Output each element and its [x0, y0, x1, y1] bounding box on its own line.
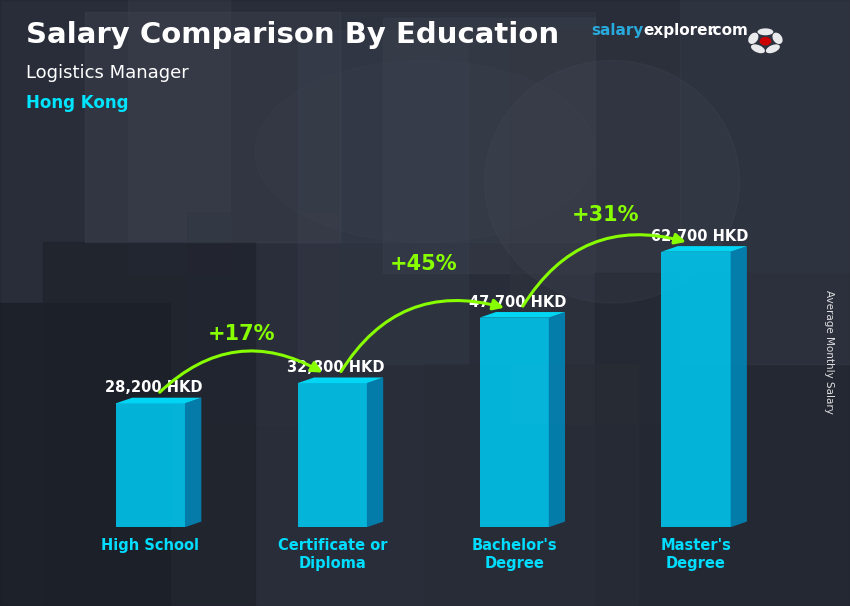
Text: Hong Kong: Hong Kong	[26, 94, 128, 112]
Bar	[42, 242, 255, 606]
Text: +31%: +31%	[571, 205, 639, 225]
Text: 47,700 HKD: 47,700 HKD	[469, 295, 566, 310]
Polygon shape	[730, 246, 747, 527]
Text: Average Monthly Salary: Average Monthly Salary	[824, 290, 834, 413]
Text: +45%: +45%	[389, 253, 457, 274]
Text: 62,700 HKD: 62,700 HKD	[651, 229, 748, 244]
Bar	[187, 212, 340, 424]
Polygon shape	[116, 404, 185, 527]
Text: Logistics Manager: Logistics Manager	[26, 64, 188, 82]
Ellipse shape	[766, 44, 780, 53]
Text: +17%: +17%	[207, 324, 275, 344]
Bar	[340, 12, 595, 242]
Polygon shape	[298, 378, 383, 383]
Text: .com: .com	[707, 23, 748, 38]
Polygon shape	[367, 378, 383, 527]
Text: 28,200 HKD: 28,200 HKD	[105, 381, 203, 395]
Polygon shape	[185, 398, 201, 527]
Bar	[0, 303, 170, 606]
Bar	[510, 30, 680, 424]
Polygon shape	[298, 383, 367, 527]
Text: 32,800 HKD: 32,800 HKD	[287, 360, 385, 375]
Bar	[425, 364, 638, 606]
Text: explorer: explorer	[643, 23, 716, 38]
Bar	[680, 0, 850, 364]
Polygon shape	[661, 251, 730, 527]
Text: Salary Comparison By Education: Salary Comparison By Education	[26, 21, 558, 49]
Bar	[382, 18, 595, 273]
Polygon shape	[661, 246, 747, 251]
Ellipse shape	[757, 28, 774, 35]
Ellipse shape	[773, 33, 783, 44]
Bar	[595, 273, 850, 606]
Bar	[298, 30, 468, 364]
Ellipse shape	[751, 44, 765, 53]
Ellipse shape	[484, 61, 740, 303]
Polygon shape	[479, 318, 548, 527]
Polygon shape	[116, 398, 201, 404]
Ellipse shape	[748, 33, 758, 44]
Bar	[128, 0, 230, 273]
Ellipse shape	[255, 61, 595, 242]
Bar	[85, 12, 340, 242]
Circle shape	[760, 37, 771, 45]
Text: salary: salary	[591, 23, 643, 38]
Polygon shape	[479, 312, 565, 318]
Polygon shape	[548, 312, 565, 527]
